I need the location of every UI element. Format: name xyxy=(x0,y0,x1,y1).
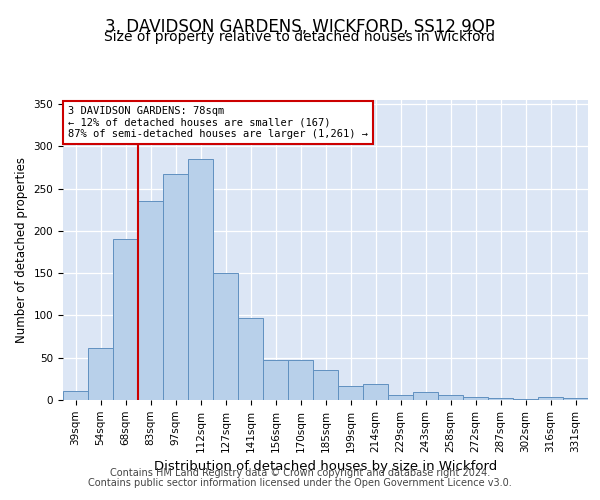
Text: Contains HM Land Registry data © Crown copyright and database right 2024.: Contains HM Land Registry data © Crown c… xyxy=(110,468,490,477)
Bar xyxy=(63,390,88,400)
Bar xyxy=(213,273,238,400)
Bar xyxy=(163,174,188,400)
Bar xyxy=(238,318,263,400)
Bar xyxy=(138,200,163,400)
Bar xyxy=(263,360,288,400)
Bar xyxy=(288,360,313,400)
Y-axis label: Number of detached properties: Number of detached properties xyxy=(15,157,28,343)
Bar xyxy=(113,238,138,400)
Bar xyxy=(538,398,563,400)
Text: Contains public sector information licensed under the Open Government Licence v3: Contains public sector information licen… xyxy=(88,478,512,488)
Text: 3, DAVIDSON GARDENS, WICKFORD, SS12 9QP: 3, DAVIDSON GARDENS, WICKFORD, SS12 9QP xyxy=(105,18,495,36)
Bar xyxy=(563,398,588,400)
Bar xyxy=(88,348,113,400)
Bar xyxy=(413,392,438,400)
Bar xyxy=(338,386,363,400)
Text: 3 DAVIDSON GARDENS: 78sqm
← 12% of detached houses are smaller (167)
87% of semi: 3 DAVIDSON GARDENS: 78sqm ← 12% of detac… xyxy=(68,106,368,139)
Bar xyxy=(513,399,538,400)
Bar xyxy=(313,370,338,400)
Bar xyxy=(438,395,463,400)
Bar xyxy=(188,159,213,400)
Text: Size of property relative to detached houses in Wickford: Size of property relative to detached ho… xyxy=(104,30,496,44)
Bar xyxy=(488,398,513,400)
Bar xyxy=(388,395,413,400)
X-axis label: Distribution of detached houses by size in Wickford: Distribution of detached houses by size … xyxy=(154,460,497,473)
Bar xyxy=(463,398,488,400)
Bar xyxy=(363,384,388,400)
